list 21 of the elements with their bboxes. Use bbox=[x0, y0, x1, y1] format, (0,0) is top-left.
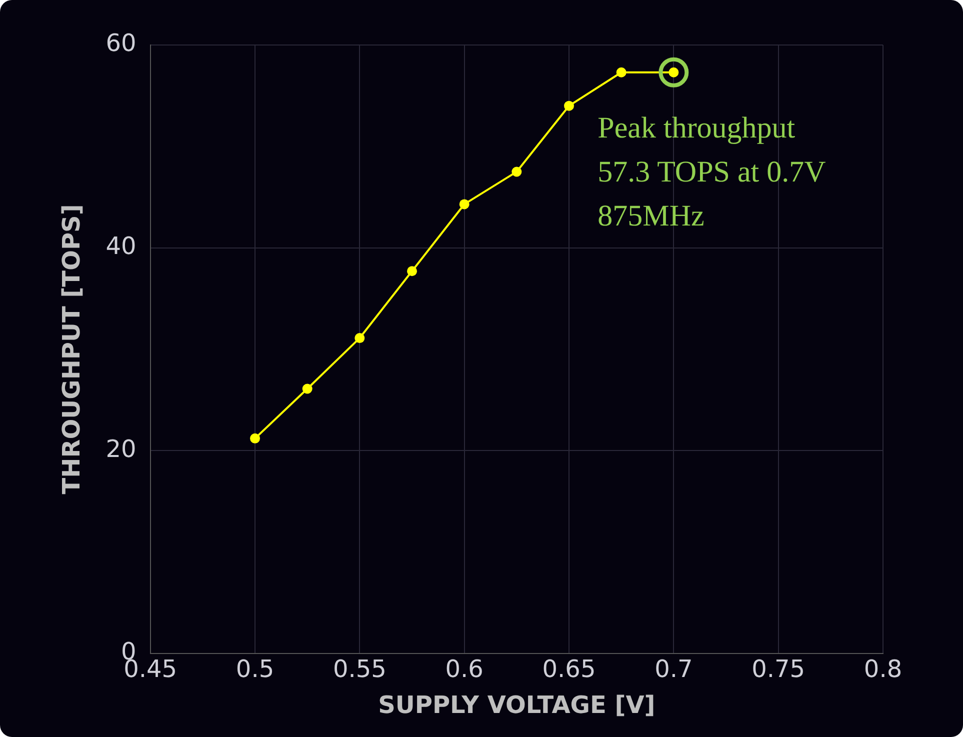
point bbox=[407, 266, 418, 276]
y-axis-title: THROUGHPUT [TOPS] bbox=[58, 204, 86, 494]
y-tick-label: 40 bbox=[106, 232, 136, 260]
annotation: Peak throughput 57.3 TOPS at 0.7V 875MHz bbox=[598, 111, 826, 232]
x-tick-label: 0.5 bbox=[236, 655, 274, 684]
point bbox=[459, 199, 470, 210]
x-axis-title: SUPPLY VOLTAGE [V] bbox=[378, 690, 656, 719]
point bbox=[512, 166, 522, 177]
point bbox=[250, 433, 260, 444]
x-tick-label: 0.8 bbox=[864, 655, 902, 684]
x-tick-label: 0.6 bbox=[445, 655, 484, 684]
point bbox=[616, 67, 626, 78]
x-tick-label: 0.7 bbox=[654, 655, 693, 684]
x-tick-label: 0.55 bbox=[332, 655, 386, 684]
point bbox=[354, 333, 365, 344]
y-tick-label: 20 bbox=[106, 434, 136, 463]
x-tick-label: 0.65 bbox=[542, 655, 596, 684]
point bbox=[302, 384, 312, 394]
point bbox=[564, 100, 574, 111]
x-tick-label: 0.75 bbox=[752, 655, 806, 684]
y-tick-label: 60 bbox=[106, 29, 136, 58]
